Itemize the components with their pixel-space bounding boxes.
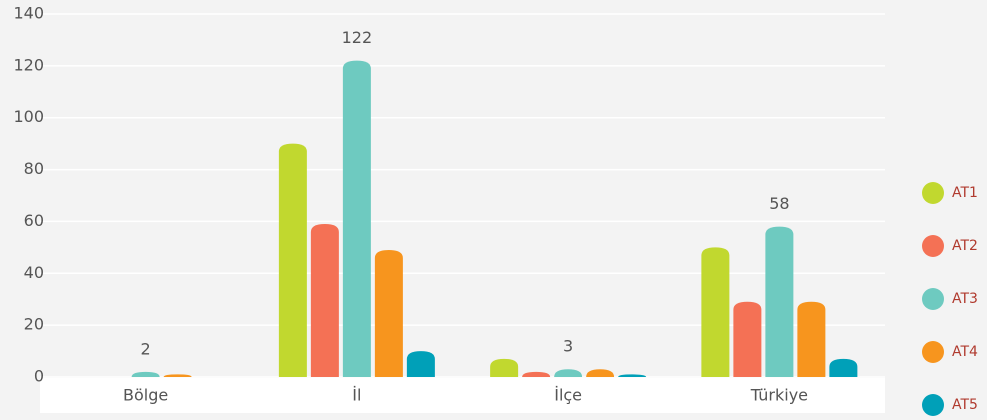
legend-marker — [922, 341, 944, 363]
bar — [586, 369, 615, 377]
y-tick-label: 120 — [13, 55, 44, 74]
legend-label: AT4 — [952, 344, 978, 360]
x-tick-label: İlçe — [554, 386, 582, 405]
bar — [733, 301, 762, 377]
value-label: 2 — [141, 339, 151, 358]
y-tick-label: 20 — [24, 315, 44, 334]
y-tick-label: 60 — [24, 211, 44, 230]
bar — [374, 249, 403, 377]
value-label: 3 — [563, 337, 573, 356]
bar — [522, 371, 551, 377]
x-tick-label: İl — [352, 386, 361, 405]
y-tick-label: 100 — [13, 107, 44, 126]
x-tick-label: Türkiye — [750, 386, 808, 405]
value-label: 58 — [769, 194, 789, 213]
legend-marker — [922, 182, 944, 204]
bar — [310, 224, 339, 377]
legend-label: AT2 — [952, 238, 978, 254]
bar — [342, 60, 371, 378]
bar — [278, 143, 307, 377]
bar — [554, 369, 583, 377]
y-tick-label: 0 — [34, 367, 44, 386]
x-tick-label: Bölge — [123, 386, 168, 405]
legend-marker — [922, 235, 944, 257]
bar — [701, 247, 730, 377]
bar — [163, 374, 192, 377]
bar — [490, 358, 519, 377]
bar — [765, 226, 794, 377]
bar — [797, 301, 826, 377]
y-tick-label: 140 — [13, 4, 44, 23]
category-strip — [40, 378, 885, 413]
legend-label: AT3 — [952, 291, 978, 307]
legend-marker — [922, 288, 944, 310]
bar — [829, 358, 858, 377]
bar — [406, 351, 435, 377]
y-tick-label: 80 — [24, 159, 44, 178]
legend-label: AT5 — [952, 397, 978, 413]
bar — [131, 371, 160, 377]
bar — [618, 374, 647, 377]
legend-marker — [922, 394, 944, 416]
y-tick-label: 40 — [24, 263, 44, 282]
legend-label: AT1 — [952, 185, 978, 201]
value-label: 122 — [342, 28, 373, 47]
